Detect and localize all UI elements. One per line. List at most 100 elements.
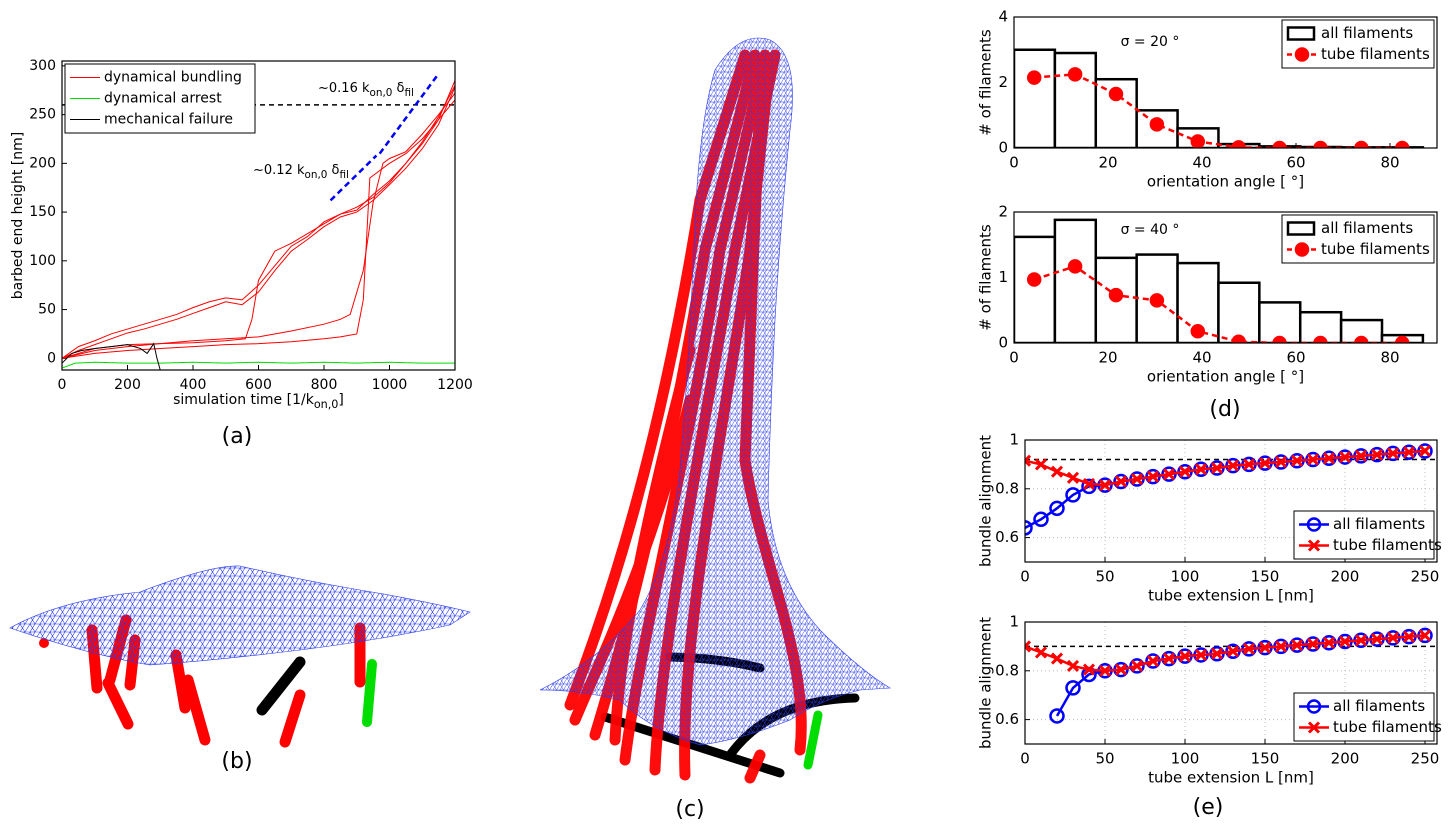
annotation: σ = 40 °: [1121, 222, 1180, 238]
marker: [1114, 475, 1128, 488]
y-tick-label: 50: [38, 302, 56, 318]
axes-frame: [61, 60, 456, 371]
x-tick-label: 150: [1251, 568, 1280, 586]
marker: [1194, 463, 1208, 476]
marker: [1130, 472, 1144, 486]
marker: [1130, 659, 1144, 672]
x-tick-label: 50: [1095, 568, 1114, 586]
y-tick-label: 2: [998, 73, 1008, 91]
caption: (a): [222, 424, 253, 449]
marker: [1082, 663, 1096, 676]
x-tick-label: 50: [1095, 750, 1114, 768]
plot: [1014, 48, 1425, 148]
axes-frame: [1024, 621, 1438, 745]
marker: [1338, 451, 1352, 464]
legend-marker: [1294, 242, 1310, 257]
marker: [1114, 663, 1128, 676]
marker: [1025, 454, 1032, 467]
marker: [1242, 642, 1256, 655]
y-tick-label: 0.8: [995, 479, 1019, 497]
legend-label: tube filaments: [1333, 536, 1442, 554]
legend-swatch: [1286, 26, 1316, 41]
series-line: [1034, 73, 1403, 148]
marker: [1066, 471, 1080, 484]
marker: [1386, 631, 1400, 644]
legend-label: all filaments: [1321, 24, 1413, 42]
caption: (e): [1193, 795, 1224, 820]
marker: [1210, 647, 1224, 660]
marker: [1386, 447, 1400, 460]
bar: [1217, 281, 1261, 343]
legend-label: mechanical failure: [104, 112, 233, 128]
slope-line: [378, 72, 440, 155]
panel: 0 20 40 60 80 0 1 2 orientation angle [ °] # of f…: [977, 203, 1438, 422]
marker: [1098, 664, 1112, 677]
marker: [1290, 454, 1304, 467]
image-c: (c): [539, 37, 891, 822]
axes-frame: [1013, 211, 1438, 344]
y-tick-label: 300: [29, 58, 56, 74]
x-axis-label: tube extension L [nm]: [1148, 769, 1314, 787]
subscript: on,0: [305, 169, 328, 181]
y-tick-label: 250: [29, 107, 56, 123]
y-axis-label: bundle alignment: [977, 435, 995, 567]
marker: [1034, 646, 1048, 659]
series-line: [1025, 634, 1426, 673]
x-tick-label: 400: [180, 377, 207, 393]
text-part: ]: [338, 392, 343, 408]
x-tick-label: 1000: [372, 377, 408, 393]
marker: [1067, 67, 1083, 82]
marker: [1354, 140, 1369, 148]
legend-marker: [1294, 47, 1310, 62]
bar: [1053, 218, 1098, 343]
marker: [1258, 641, 1272, 654]
y-tick-label: 1: [998, 268, 1008, 286]
x-tick-label: 60: [1286, 154, 1305, 172]
y-axis-label: bundle alignment: [977, 617, 995, 749]
x-tick-label: 0: [1009, 154, 1019, 172]
legend-marker: [1306, 517, 1322, 532]
legend-label: dynamical arrest: [104, 91, 222, 107]
marker: [1065, 680, 1081, 696]
marker: [1026, 70, 1042, 85]
x-axis-label: orientation angle [ °]: [1147, 368, 1304, 386]
series-line: [62, 342, 161, 370]
marker: [1190, 134, 1206, 148]
series-line: [1025, 449, 1426, 487]
x-tick-label: 800: [311, 377, 338, 393]
marker: [1354, 449, 1368, 462]
marker: [1049, 500, 1065, 517]
y-tick-label: 0.6: [995, 528, 1019, 546]
marker: [1146, 654, 1160, 668]
x-tick-label: 60: [1286, 349, 1305, 367]
marker: [1394, 140, 1410, 148]
marker: [1370, 448, 1384, 461]
marker: [1313, 335, 1328, 343]
axes-frame: [1013, 16, 1438, 149]
y-tick-label: 1: [1009, 431, 1019, 449]
marker: [1050, 652, 1064, 665]
panel: 0 50 100 150 200 250 0.6 0.8 1 tube extension L […: [977, 431, 1442, 605]
series-line: [62, 87, 455, 359]
series-line: [62, 80, 455, 359]
panel: 0 20 40 60 80 0 2 4 orientation angle [ °] # of f…: [977, 8, 1438, 191]
subscript: fil: [404, 87, 413, 99]
panel: 0 50 100 150 200 250 0.6 0.8 1 tube extension L […: [977, 613, 1442, 821]
marker: [1258, 457, 1272, 470]
caption: (d): [1209, 397, 1240, 422]
text-part: δ: [392, 81, 404, 96]
image-b: (b): [9, 565, 471, 774]
marker: [1242, 458, 1256, 471]
y-tick-label: 100: [29, 253, 56, 269]
marker: [1402, 630, 1416, 643]
y-tick-label: 0.6: [995, 710, 1019, 728]
marker: [1394, 335, 1410, 343]
series-line: [62, 361, 455, 369]
x-axis-label: simulation time [1/kon,0]: [173, 392, 344, 411]
marker: [1402, 446, 1416, 459]
subscript: on,0: [370, 87, 393, 99]
marker: [1065, 487, 1081, 503]
marker: [1162, 468, 1176, 481]
marker: [1162, 652, 1176, 665]
